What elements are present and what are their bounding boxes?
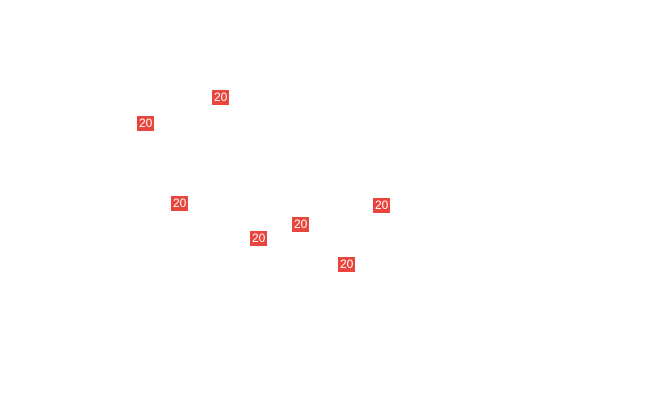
map-marker[interactable]: 20 bbox=[292, 217, 310, 232]
map-marker[interactable]: 20 bbox=[250, 231, 268, 246]
map-marker[interactable]: 20 bbox=[373, 198, 391, 213]
map-marker[interactable]: 20 bbox=[338, 257, 356, 272]
map-marker[interactable]: 20 bbox=[171, 196, 189, 211]
map-marker[interactable]: 20 bbox=[212, 90, 230, 105]
map-marker[interactable]: 20 bbox=[137, 116, 155, 131]
